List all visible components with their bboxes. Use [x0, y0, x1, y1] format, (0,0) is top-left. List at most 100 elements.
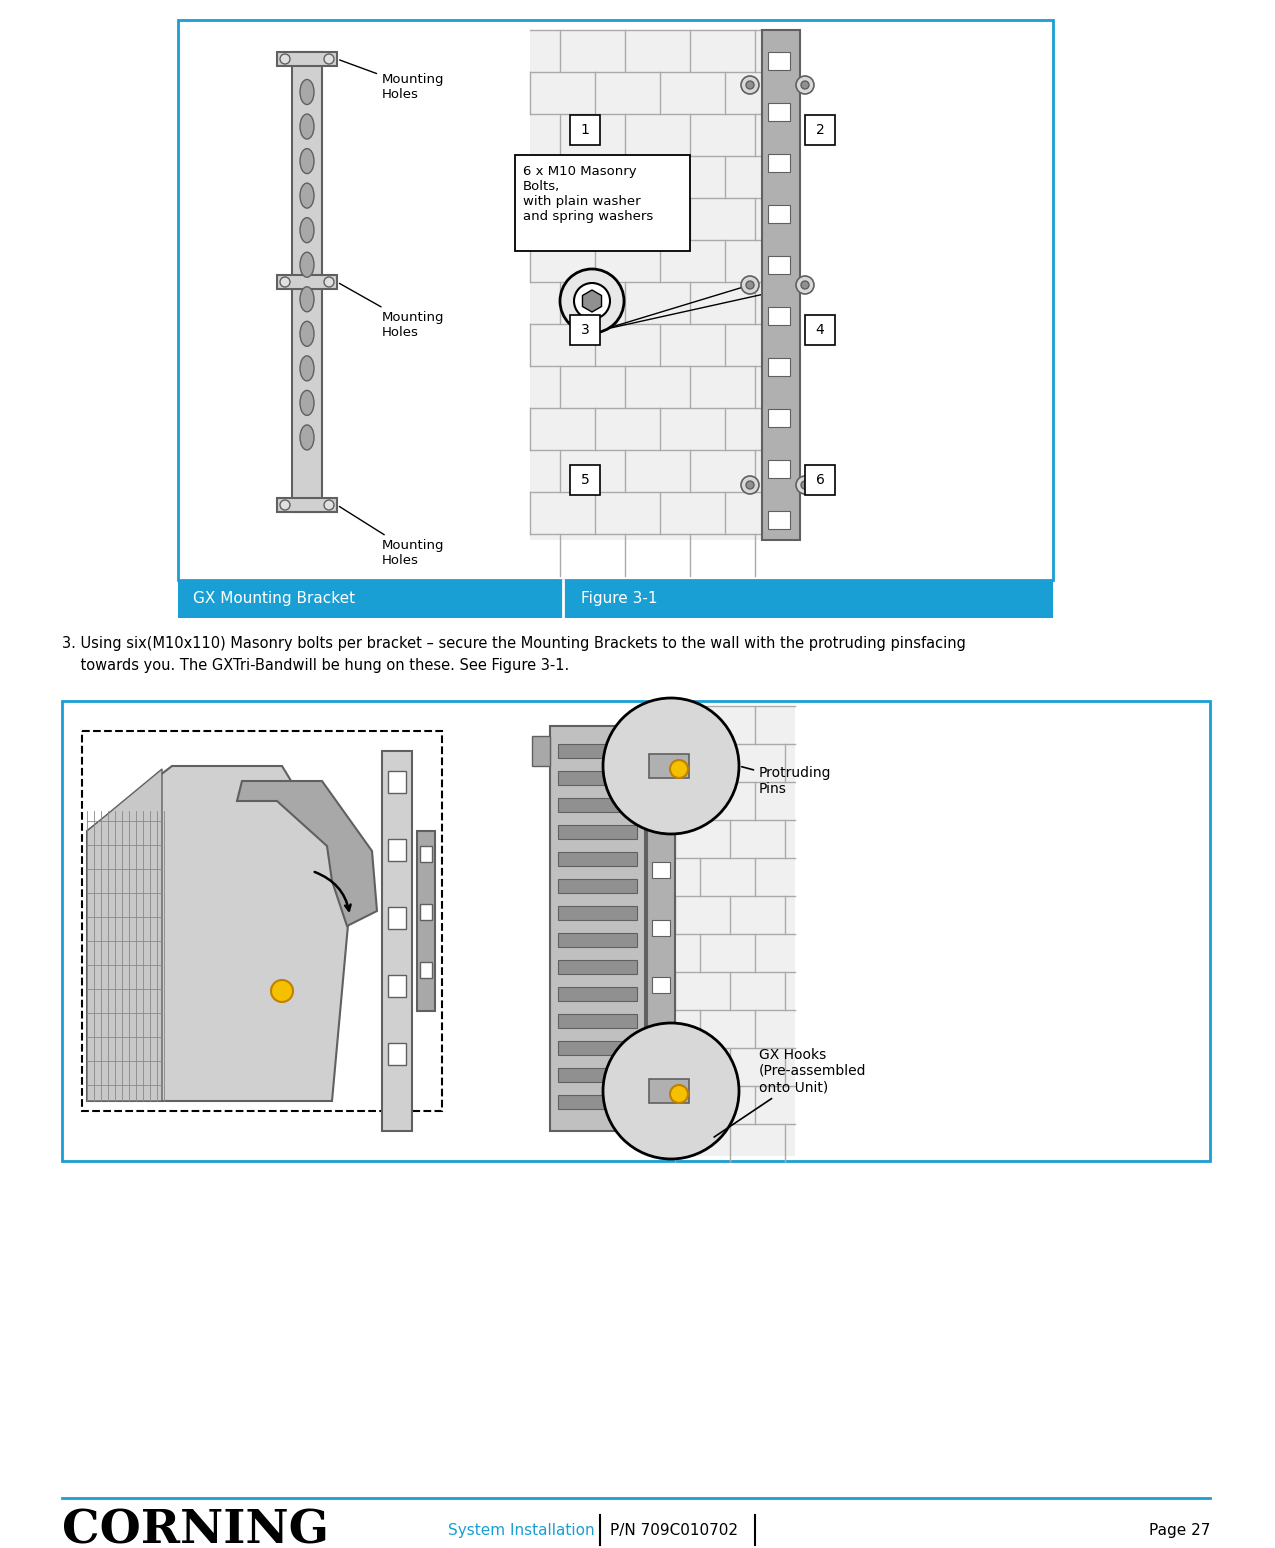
Circle shape	[280, 500, 289, 509]
Circle shape	[603, 698, 739, 834]
Bar	[768, 204, 790, 223]
Ellipse shape	[300, 218, 314, 243]
Circle shape	[801, 282, 810, 289]
Bar	[419, 904, 432, 920]
Ellipse shape	[300, 149, 314, 173]
Bar	[652, 746, 669, 762]
Bar	[652, 862, 669, 878]
Text: 3. Using six(M10x110) Masonry bolts per bracket – secure the Mounting Brackets t: 3. Using six(M10x110) Masonry bolts per …	[62, 636, 966, 652]
Bar	[277, 498, 337, 512]
Bar	[179, 580, 1053, 618]
Bar	[768, 255, 790, 274]
Bar	[768, 104, 790, 121]
Ellipse shape	[300, 322, 314, 347]
Text: Mounting
Holes: Mounting Holes	[339, 283, 445, 339]
Circle shape	[669, 760, 688, 779]
Text: 2: 2	[816, 122, 825, 138]
Bar	[558, 1068, 638, 1082]
Bar	[768, 358, 790, 376]
Circle shape	[280, 277, 289, 286]
Circle shape	[796, 76, 813, 94]
Ellipse shape	[300, 115, 314, 139]
Bar	[652, 1036, 669, 1051]
Bar	[805, 464, 835, 495]
Bar	[419, 847, 432, 862]
Bar	[530, 29, 799, 540]
Bar	[558, 851, 638, 865]
Circle shape	[634, 760, 646, 772]
Bar	[558, 771, 638, 785]
Text: Mounting
Holes: Mounting Holes	[339, 506, 445, 567]
Bar	[382, 751, 412, 1132]
Circle shape	[272, 980, 293, 1002]
Bar	[558, 1014, 638, 1028]
Circle shape	[796, 475, 813, 494]
Circle shape	[280, 54, 289, 63]
Bar	[292, 53, 323, 512]
Bar	[550, 726, 645, 1132]
Bar	[768, 307, 790, 325]
Text: System Installation: System Installation	[449, 1523, 595, 1537]
Circle shape	[669, 1085, 688, 1104]
Text: 6 x M10 Masonry
Bolts,
with plain washer
and spring washers: 6 x M10 Masonry Bolts, with plain washer…	[523, 166, 653, 223]
Bar	[652, 803, 669, 820]
Circle shape	[801, 481, 810, 489]
Polygon shape	[237, 782, 377, 926]
Polygon shape	[87, 766, 352, 1101]
Circle shape	[741, 76, 759, 94]
Text: CORNING: CORNING	[62, 1508, 329, 1548]
Bar	[768, 460, 790, 478]
Ellipse shape	[300, 286, 314, 311]
Text: Protruding
Pins: Protruding Pins	[742, 766, 831, 796]
Circle shape	[574, 283, 609, 319]
Ellipse shape	[300, 183, 314, 207]
Circle shape	[324, 500, 334, 509]
Bar	[768, 409, 790, 427]
Bar	[62, 701, 1210, 1161]
Circle shape	[603, 1023, 739, 1159]
Text: P/N 709C010702: P/N 709C010702	[609, 1523, 738, 1537]
Bar	[558, 825, 638, 839]
Bar	[558, 745, 638, 759]
Bar	[805, 115, 835, 146]
Bar	[652, 920, 669, 935]
Text: Mounting
Holes: Mounting Holes	[339, 60, 445, 101]
Bar	[558, 1094, 638, 1108]
Ellipse shape	[300, 252, 314, 277]
Bar	[649, 754, 688, 779]
Bar	[570, 464, 601, 495]
Bar	[649, 1079, 688, 1104]
Text: 1: 1	[580, 122, 589, 138]
Bar	[558, 879, 638, 893]
Bar	[646, 726, 674, 1132]
Circle shape	[560, 269, 623, 333]
Circle shape	[741, 276, 759, 294]
Bar	[762, 29, 799, 540]
Bar	[805, 314, 835, 345]
Circle shape	[634, 1085, 646, 1098]
Text: 6: 6	[816, 474, 825, 488]
Polygon shape	[583, 289, 602, 313]
Circle shape	[746, 282, 754, 289]
Bar	[277, 53, 337, 67]
Bar	[417, 831, 435, 1011]
Text: GX Hooks
(Pre-assembled
onto Unit): GX Hooks (Pre-assembled onto Unit)	[714, 1048, 867, 1138]
Circle shape	[746, 80, 754, 88]
Bar	[570, 314, 601, 345]
Text: 4: 4	[816, 324, 825, 337]
Text: GX Mounting Bracket: GX Mounting Bracket	[193, 591, 356, 607]
Bar	[768, 53, 790, 70]
Bar	[532, 735, 550, 766]
Text: towards you. The GXTri-Bandwill be hung on these. See Figure 3-1.: towards you. The GXTri-Bandwill be hung …	[62, 658, 569, 673]
Bar	[419, 961, 432, 978]
Circle shape	[801, 80, 810, 88]
Bar	[558, 960, 638, 974]
Bar	[768, 153, 790, 172]
Circle shape	[741, 475, 759, 494]
Circle shape	[746, 481, 754, 489]
Bar	[768, 511, 790, 529]
Bar	[558, 906, 638, 920]
Circle shape	[324, 277, 334, 286]
Polygon shape	[87, 769, 162, 1101]
Bar	[388, 975, 405, 997]
